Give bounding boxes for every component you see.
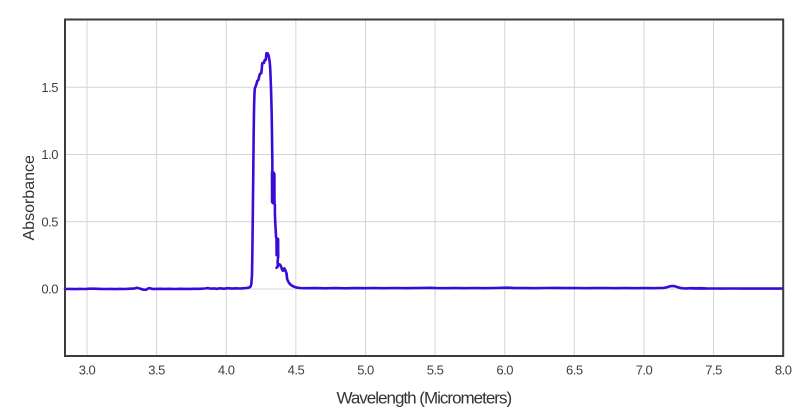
svg-text:3.0: 3.0 [79, 362, 96, 377]
svg-text:5.5: 5.5 [427, 362, 444, 377]
svg-text:0.0: 0.0 [41, 282, 58, 297]
svg-text:6.5: 6.5 [566, 362, 583, 377]
svg-text:0.5: 0.5 [41, 214, 58, 229]
svg-text:1.5: 1.5 [41, 80, 58, 95]
svg-text:8.0: 8.0 [775, 362, 792, 377]
svg-text:7.5: 7.5 [705, 362, 722, 377]
svg-text:5.0: 5.0 [357, 362, 374, 377]
svg-text:1.0: 1.0 [41, 147, 58, 162]
svg-text:4.5: 4.5 [288, 362, 305, 377]
svg-text:4.0: 4.0 [218, 362, 235, 377]
svg-text:Absorbance: Absorbance [21, 155, 38, 240]
svg-text:7.0: 7.0 [636, 362, 653, 377]
svg-text:6.0: 6.0 [496, 362, 513, 377]
svg-text:Wavelength (Micrometers): Wavelength (Micrometers) [336, 389, 511, 408]
svg-text:3.5: 3.5 [148, 362, 165, 377]
